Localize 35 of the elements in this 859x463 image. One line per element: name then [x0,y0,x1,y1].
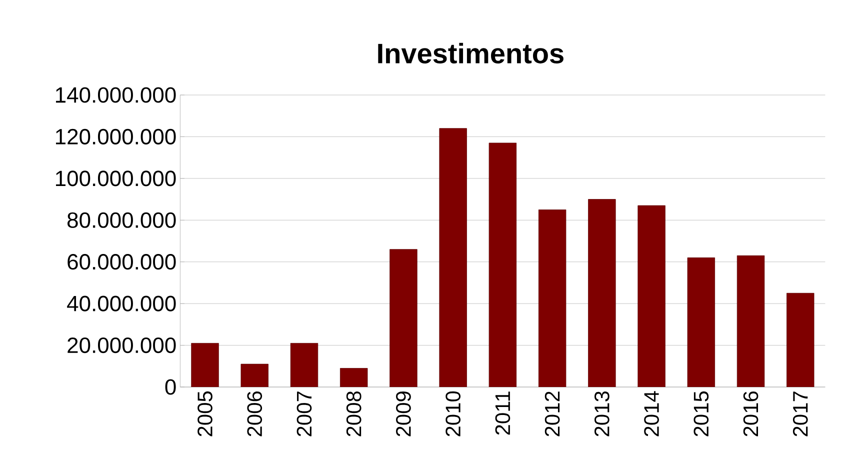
y-tick-label: 140.000.000 [56,87,176,103]
bar [191,343,219,387]
bar [736,255,765,387]
y-tick-label: 100.000.000 [56,170,176,186]
x-tick-label: 2008 [346,391,362,436]
y-tick-label: 80.000.000 [68,212,176,228]
bar [538,210,566,387]
bar [687,257,716,387]
x-tick-label: 2007 [296,392,312,436]
y-tick-label: 40.000.000 [67,296,176,312]
x-tick-label: 2017 [792,392,808,436]
x-tick-label: 2012 [544,392,560,436]
bar [588,199,616,387]
y-tick-label: 20.000.000 [68,337,176,354]
y-tick-label: 0 [165,379,176,395]
bar [638,205,666,387]
x-tick-label: 2005 [198,391,212,436]
bar [390,249,418,387]
x-tick-label: 2015 [694,391,709,436]
bar [290,343,318,387]
x-tick-label: 2006 [247,391,262,436]
x-tick-label: 2011 [495,392,510,435]
bar [340,368,368,387]
x-tick-label: 2010 [446,391,461,436]
bar [488,142,517,387]
chart-title: Investimentos [378,42,564,64]
x-tick-label: 2013 [594,391,610,436]
bar [439,128,467,387]
x-tick-label: 2014 [644,391,659,436]
y-tick-label: 60.000.000 [68,254,176,270]
x-tick-label: 2009 [396,392,411,436]
x-tick-label: 2016 [743,391,758,436]
y-tick-label: 120.000.000 [56,128,176,145]
bar [786,292,814,387]
bar [240,364,268,387]
